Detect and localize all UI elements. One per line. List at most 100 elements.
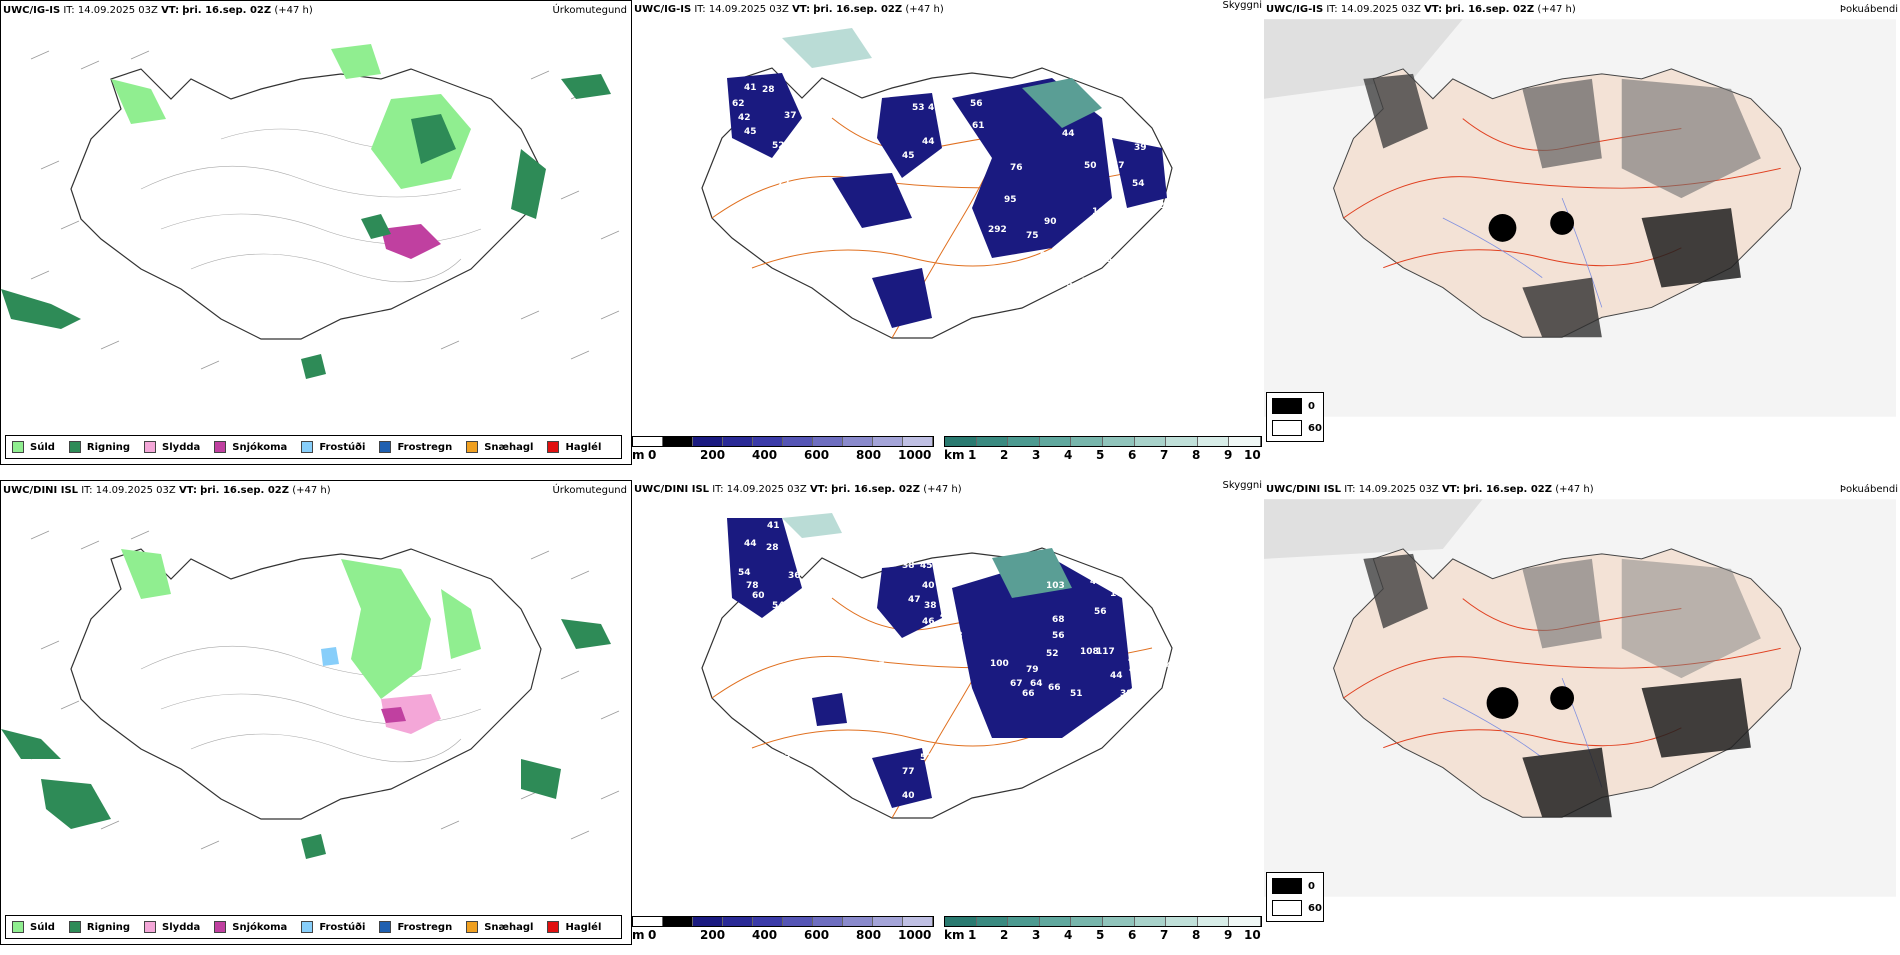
cloud-label: 36: [788, 571, 801, 581]
legend-label: 60: [1308, 902, 1322, 914]
cloud-label: 38: [924, 601, 937, 611]
it-label: IT:: [1344, 484, 1356, 495]
cloud-label: 44: [922, 137, 935, 147]
visibility-scale: km 1 2 3 4 5 6 7 8 9 10: [944, 916, 1262, 946]
cloud-label: 76: [1082, 277, 1095, 287]
cloud-label: 28: [766, 543, 779, 553]
vt-label: VT:: [1441, 484, 1460, 495]
cloud-label: 46: [1166, 661, 1179, 671]
visibility-panel: UWC/IG-IS IT: 14.09.2025 03Z VT: þri. 16…: [632, 0, 1264, 465]
cloud-label: 45: [920, 561, 933, 571]
legend-label: Snæhagl: [484, 441, 534, 453]
cloud-label: 100: [1120, 119, 1139, 129]
cloud-label: 63: [1124, 607, 1137, 617]
it-value: 14.09.2025 03Z: [1340, 4, 1421, 15]
fog-map: [1264, 19, 1896, 417]
cloud-label: 107: [1092, 207, 1111, 217]
vt-label: VT:: [792, 4, 811, 15]
legend-label: Rigning: [86, 441, 131, 453]
visibility-panel: UWC/DINI ISL IT: 14.09.2025 03Z VT: þri.…: [632, 480, 1264, 945]
cloud-label: 68: [1052, 615, 1065, 625]
cloud-label: 56: [970, 99, 983, 109]
cloud-label: 57: [1112, 161, 1125, 171]
legend-swatch: [1272, 878, 1302, 894]
cloud-label: 79: [1026, 665, 1039, 675]
legend-swatch: [547, 921, 560, 933]
cloud-label: 43: [938, 575, 951, 585]
visibility-tick: 5: [1096, 928, 1105, 942]
legend-label: 0: [1308, 400, 1315, 412]
visibility-tick: 8: [1192, 448, 1201, 462]
cloud-label: 35: [946, 113, 959, 123]
precip-type-panel: UWC/IG-IS IT: 14.09.2025 03Z VT: þri. 16…: [0, 0, 632, 465]
cloud-label: 54: [738, 568, 751, 578]
fog-legend-item: 60: [1272, 900, 1322, 916]
legend-label: Snæhagl: [484, 921, 534, 933]
vt-value: þri. 16.sep. 02Z: [813, 4, 903, 15]
precip-areas: [1, 549, 611, 859]
legend-swatch: [12, 921, 24, 933]
cloud-label: 52: [962, 151, 975, 161]
panel-header: UWC/IG-IS IT: 14.09.2025 03Z VT: þri. 16…: [1266, 4, 1576, 15]
cloud-label: 43: [1100, 255, 1113, 265]
height-scale: m 0 200 400 600 800 1000: [632, 916, 934, 946]
cloud-label: 45: [744, 127, 757, 137]
precip-map: [1, 44, 620, 379]
cloud-label: 87: [872, 661, 885, 671]
cloud-label: 50: [1146, 653, 1159, 663]
legend-label: 0: [1308, 880, 1315, 892]
cloud-label: 56: [1052, 631, 1065, 641]
cloud-label: 10: [926, 325, 939, 335]
legend-item: Haglél: [547, 441, 601, 453]
panel-title: Þokuábendi: [1839, 4, 1898, 15]
fog-legend-item: 60: [1272, 420, 1322, 436]
vt-value: þri. 16.sep. 02Z: [1445, 4, 1535, 15]
cloud-label: 38: [902, 561, 915, 571]
cloud-label: 128: [876, 683, 895, 693]
cloud-label: 54: [772, 601, 785, 611]
vt-value: þri. 16.sep. 02Z: [200, 485, 289, 496]
visibility-tick: 6: [1128, 928, 1137, 942]
cloud-label: 47: [922, 177, 935, 187]
cloud-label: 46: [922, 617, 935, 627]
height-tick: 1000: [898, 448, 932, 462]
legend-label: Rigning: [86, 921, 131, 933]
legend-swatch: [1272, 398, 1302, 414]
legend-swatch: [68, 441, 81, 453]
cloud-label: 37: [784, 111, 797, 121]
height-tick: 600: [804, 448, 830, 462]
lead-time: (+47 h): [905, 4, 944, 15]
height-tick: 1000: [898, 928, 932, 942]
panel-header: UWC/DINI ISL IT: 14.09.2025 03Z VT: þri.…: [3, 485, 331, 496]
height-tick: 400: [752, 928, 778, 942]
cloud-base-map: 41 44 28 36 54 78 60 54 69 38 45 43 40 4…: [701, 513, 1195, 819]
height-ticks: m 0 200 400 600 800 1000: [632, 447, 934, 463]
legend-label: Frostúði: [319, 441, 366, 453]
panel-title: Skyggni: [1222, 480, 1262, 491]
legend-label: Frostregn: [397, 921, 453, 933]
model-name: UWC/DINI ISL: [3, 485, 79, 496]
precip-legend: Súld Rigning Slydda Snjókoma Frostúði Fr…: [5, 435, 623, 459]
cloud-label: 47: [1074, 261, 1087, 271]
cloud-label: 40: [922, 581, 935, 591]
cloud-label: 78: [746, 581, 759, 591]
cloud-label: 56: [1094, 607, 1107, 617]
cloud-label: 51: [740, 63, 753, 73]
cloud-label: 133: [770, 343, 789, 353]
cloud-label: 45: [902, 151, 915, 161]
cloud-label: 117: [1096, 647, 1115, 657]
fog-legend-item: 0: [1272, 398, 1315, 414]
cloud-label: 44: [1110, 671, 1123, 681]
vt-value: þri. 16.sep. 02Z: [831, 484, 920, 495]
panel-title: Skyggni: [1222, 0, 1262, 11]
visibility-ticks: km 1 2 3 4 5 6 7 8 9 10: [944, 447, 1262, 463]
legend-item: Snjókoma: [214, 441, 287, 453]
cloud-label: 103: [1046, 581, 1065, 591]
legend-label: Snjókoma: [232, 921, 288, 933]
fog-legend: 0 60: [1266, 392, 1324, 442]
panel-header: UWC/IG-IS IT: 14.09.2025 03Z VT: þri. 16…: [3, 5, 313, 16]
lead-time: (+47 h): [923, 484, 962, 495]
height-tick: 800: [856, 928, 882, 942]
legend-item: Rigning: [68, 921, 131, 933]
height-tick: 0: [648, 448, 657, 462]
